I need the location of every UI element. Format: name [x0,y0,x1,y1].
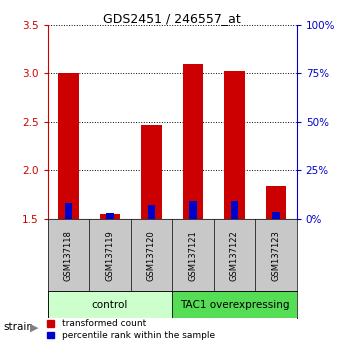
Bar [148,205,155,219]
Bar [266,186,286,219]
Bar [65,203,72,219]
Bar [172,291,297,318]
Text: GSM137120: GSM137120 [147,230,156,280]
Text: GSM137119: GSM137119 [105,230,115,280]
Bar [224,72,245,219]
Legend: transformed count, percentile rank within the sample: transformed count, percentile rank withi… [47,319,215,340]
Text: TAC1 overexpressing: TAC1 overexpressing [180,299,289,310]
Text: strain: strain [3,322,33,332]
Bar [189,201,197,219]
Text: GSM137121: GSM137121 [189,230,197,280]
Bar [58,73,79,219]
Text: ▶: ▶ [30,322,38,332]
Bar [182,64,203,219]
Bar [231,201,238,219]
Title: GDS2451 / 246557_at: GDS2451 / 246557_at [103,12,241,25]
Text: GSM137122: GSM137122 [230,230,239,280]
Text: GSM137118: GSM137118 [64,230,73,281]
Bar [106,213,114,219]
Text: control: control [92,299,128,310]
Bar [48,291,172,318]
Bar [272,212,280,219]
Bar [100,214,120,219]
Bar [141,125,162,219]
Text: GSM137123: GSM137123 [271,230,280,281]
